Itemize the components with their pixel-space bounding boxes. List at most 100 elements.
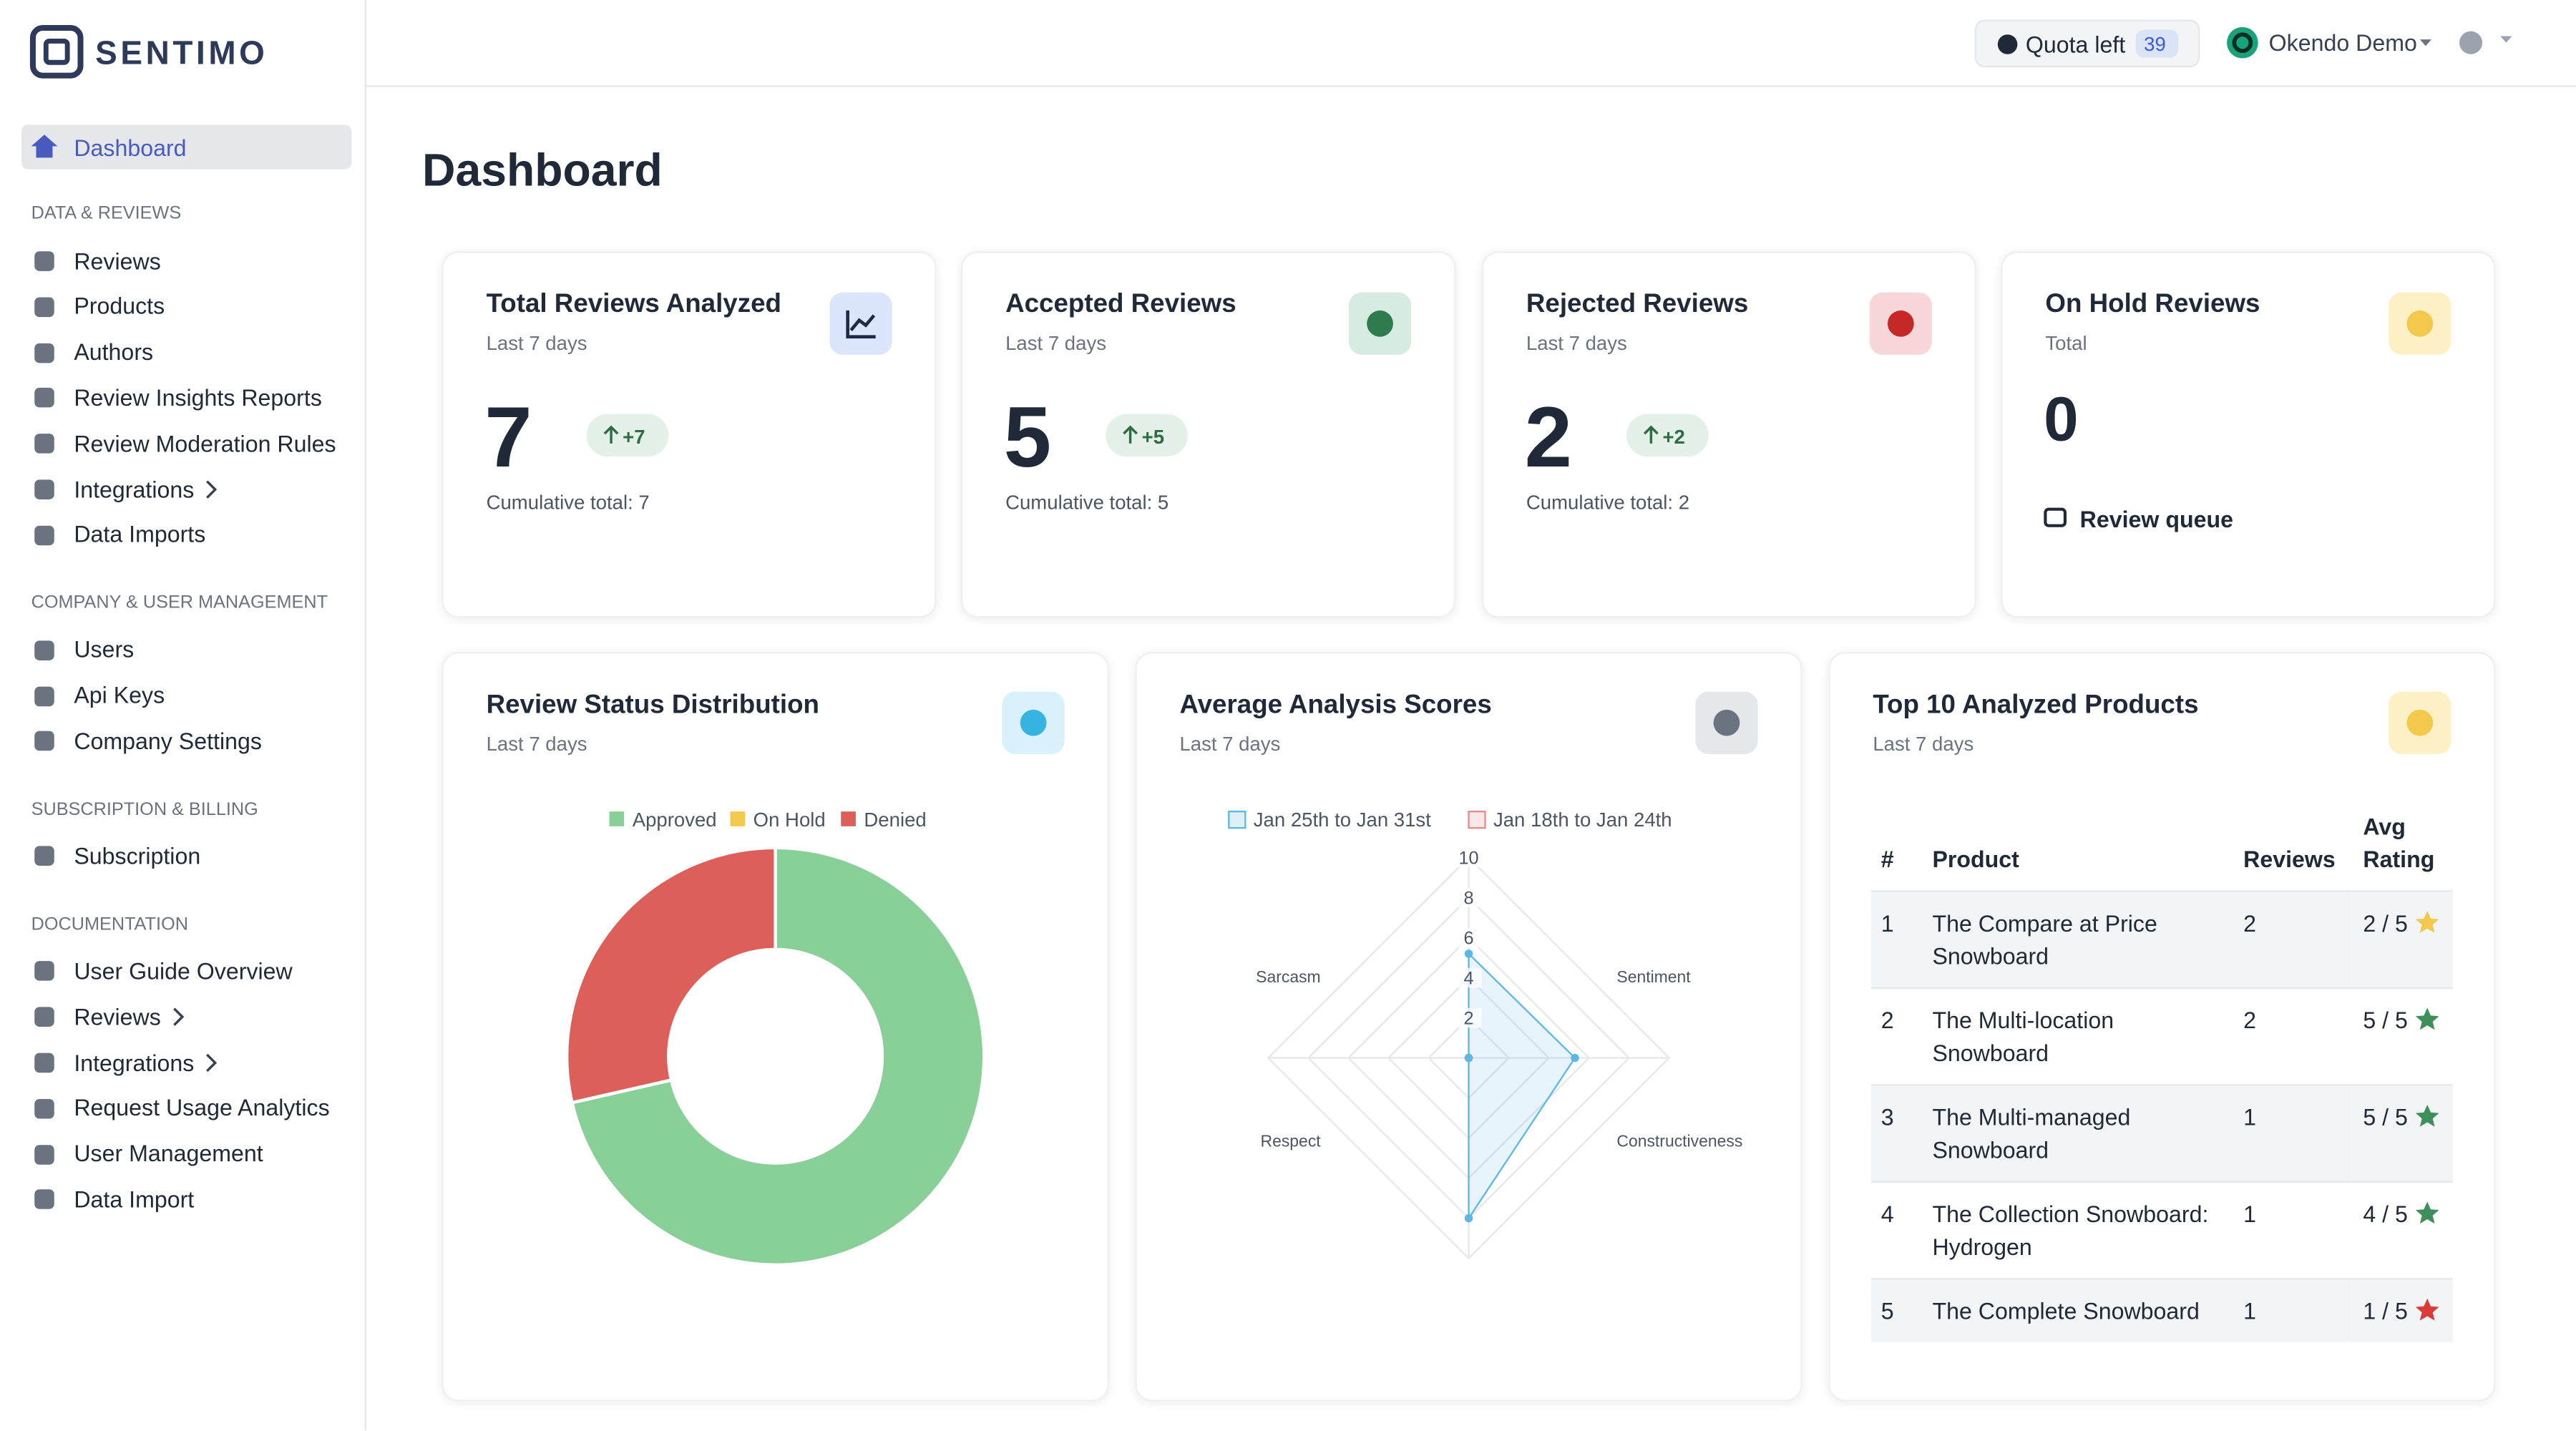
stat-change: +2: [1662, 425, 1685, 449]
nav-icon: [34, 342, 54, 363]
icon-shape: [34, 342, 54, 363]
icon-shape: [846, 310, 876, 338]
nav-item[interactable]: Reviews: [74, 1003, 161, 1030]
rank-cell: 5: [1880, 1297, 1894, 1324]
active-nav-bg[interactable]: [21, 124, 352, 170]
nav-item[interactable]: User Guide Overview: [74, 957, 293, 985]
nav-item[interactable]: Review Moderation Rules: [74, 430, 336, 456]
reviews-cell: 1: [2243, 1103, 2257, 1130]
axis-label: Sentiment: [1616, 967, 1691, 986]
tick-bg: [1455, 847, 1482, 868]
rating-text: 1 / 5: [2363, 1297, 2408, 1324]
rating-star: [2415, 1007, 2439, 1030]
nav-item[interactable]: Integrations: [74, 1049, 195, 1075]
icon-shape: [2044, 507, 2067, 527]
chevron-shape: [172, 1007, 185, 1027]
rating-text: 5 / 5: [2363, 1103, 2408, 1130]
nav-item[interactable]: Reviews: [74, 247, 161, 274]
table-row: 3 The Multi-managed Snowboard 1 5 / 5: [1871, 1085, 2453, 1182]
rating-text: 2 / 5: [2363, 909, 2408, 937]
grid-line: [1267, 856, 1671, 1260]
nav-item[interactable]: Products: [74, 293, 165, 320]
star-shape: [2415, 1298, 2439, 1321]
home-icon: [31, 135, 58, 158]
icon-shape: [34, 1190, 54, 1210]
nav-icon: [34, 434, 54, 454]
legend-swatch: [841, 811, 856, 826]
card-subtitle: Last 7 days: [1873, 732, 1974, 756]
account-logo: [2227, 26, 2258, 59]
reviews-cell: 1: [2243, 1297, 2257, 1324]
card-icon: [1695, 691, 1758, 754]
icon-shape: [34, 1007, 54, 1027]
icon-bg: [829, 292, 892, 355]
card-title: Accepted Reviews: [1005, 291, 1236, 320]
legend-label: Jan 18th to Jan 24th: [1493, 809, 1672, 831]
icon-shape: [1887, 310, 1914, 337]
column-header: #: [1880, 846, 1894, 873]
icon-shape: [34, 434, 54, 454]
rank-cell: 2: [1880, 1007, 1894, 1034]
axis-label: Sarcasm: [1256, 967, 1321, 986]
up-arrow: [1643, 425, 1659, 444]
nav-item[interactable]: Data Imports: [74, 521, 206, 548]
change-pill: [1106, 414, 1188, 457]
star-shape: [2415, 1007, 2439, 1030]
nav-section-title: DATA & REVIEWS: [31, 204, 182, 225]
nav-item[interactable]: Request Usage Analytics: [74, 1094, 330, 1121]
table-head: # Product Reviews Avg Rating: [1871, 795, 2453, 891]
nav-item[interactable]: User Management: [74, 1140, 263, 1167]
arrow: [603, 425, 619, 444]
nav-item[interactable]: Company Settings: [74, 728, 262, 754]
table-row: 5 The Complete Snowboard 1 1 / 5: [1871, 1279, 2453, 1342]
table-row: 4 The Collection Snowboard: Hydrogen 1 4 / …: [1871, 1181, 2453, 1279]
quota-badge: [2135, 29, 2179, 58]
r-tick-label: 10: [1458, 849, 1478, 869]
nav-item[interactable]: Integrations: [74, 475, 195, 502]
quota-icon: [1997, 34, 2018, 54]
nav-item[interactable]: Api Keys: [74, 682, 165, 708]
nav-item[interactable]: Subscription: [74, 842, 201, 869]
caret: [2419, 39, 2431, 47]
reviews-cell: 1: [2243, 1201, 2257, 1228]
stat-change: +5: [1141, 425, 1165, 449]
tick-bg: [1455, 927, 1482, 948]
radar-point: [1464, 949, 1473, 958]
nav-item-active[interactable]: Dashboard: [74, 134, 187, 161]
icon-shape: [34, 1053, 54, 1073]
nav-icon: [34, 846, 54, 866]
arrow: [1643, 425, 1659, 444]
stat-value: 5: [1003, 390, 1052, 487]
card-title: Rejected Reviews: [1526, 291, 1749, 320]
radar-point: [1464, 1213, 1473, 1223]
product-cell: The Multi-location Snowboard: [1932, 1007, 2114, 1067]
card-title: On Hold Reviews: [2045, 291, 2260, 320]
product-cell: The Complete Snowboard: [1932, 1297, 2200, 1324]
rating-star: [2415, 1201, 2439, 1224]
radar-point: [1571, 1053, 1579, 1063]
icon-shape: [1713, 709, 1740, 736]
card-title: Top 10 Analyzed Products: [1873, 692, 2199, 721]
donut-chart: Approved On Hold Denied: [565, 809, 986, 1267]
nav-icon: [34, 1144, 54, 1164]
nav-item[interactable]: Authors: [74, 338, 154, 366]
card-icon: [1869, 292, 1932, 355]
icon-shape: [34, 846, 54, 866]
rank-cell: 1: [1880, 909, 1894, 937]
nav-icon: [34, 1190, 54, 1210]
nav-icon: [34, 388, 54, 409]
settings-icon: [2459, 31, 2483, 54]
change-pill: [586, 414, 669, 457]
nav-item[interactable]: Data Import: [74, 1186, 195, 1213]
review-queue-link[interactable]: Review queue: [2079, 505, 2233, 532]
nav-item[interactable]: Users: [74, 636, 135, 663]
reviews-cell: 2: [2243, 909, 2257, 937]
caret: [2500, 36, 2512, 43]
up-arrow: [1123, 425, 1138, 444]
account-name[interactable]: Okendo Demo: [2268, 29, 2417, 56]
sidebar: [0, 0, 366, 1431]
rating-star: [2415, 1298, 2439, 1321]
nav-item[interactable]: Review Insights Reports: [74, 384, 322, 411]
panel-card: [441, 652, 1109, 1402]
topbar: [366, 0, 2576, 87]
